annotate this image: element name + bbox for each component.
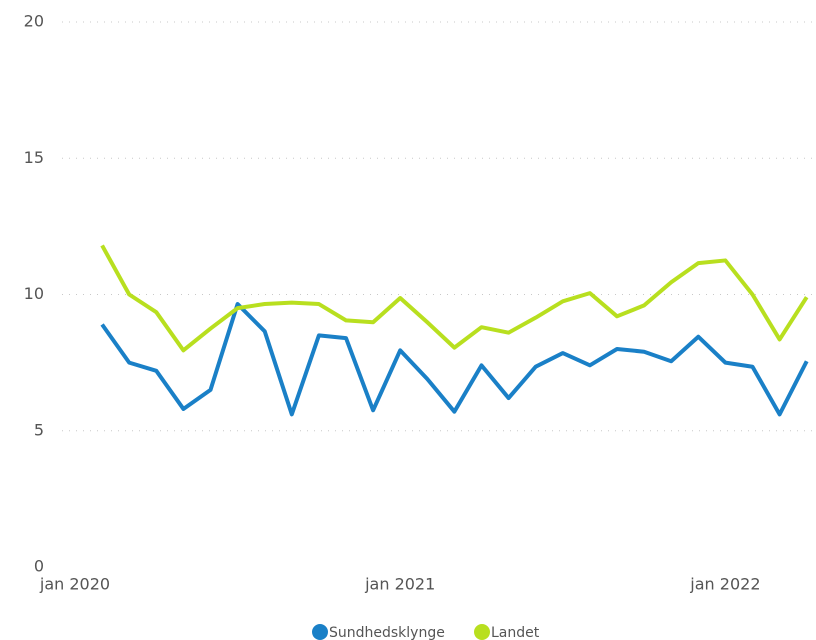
series-line xyxy=(100,244,809,353)
x-tick-label: jan 2020 xyxy=(39,575,110,594)
series-line xyxy=(100,302,809,417)
legend-marker xyxy=(474,624,490,640)
legend-label: Landet xyxy=(491,625,540,640)
y-tick-label: 5 xyxy=(34,420,44,439)
legend-label: Sundhedsklynge xyxy=(329,625,445,640)
y-tick-label: 10 xyxy=(24,284,44,303)
y-tick-label: 15 xyxy=(24,148,44,167)
x-tick-label: jan 2022 xyxy=(689,575,760,594)
legend-marker xyxy=(312,624,328,640)
y-tick-label: 20 xyxy=(24,12,44,31)
y-tick-label: 0 xyxy=(34,557,44,576)
x-tick-label: jan 2021 xyxy=(364,575,435,594)
